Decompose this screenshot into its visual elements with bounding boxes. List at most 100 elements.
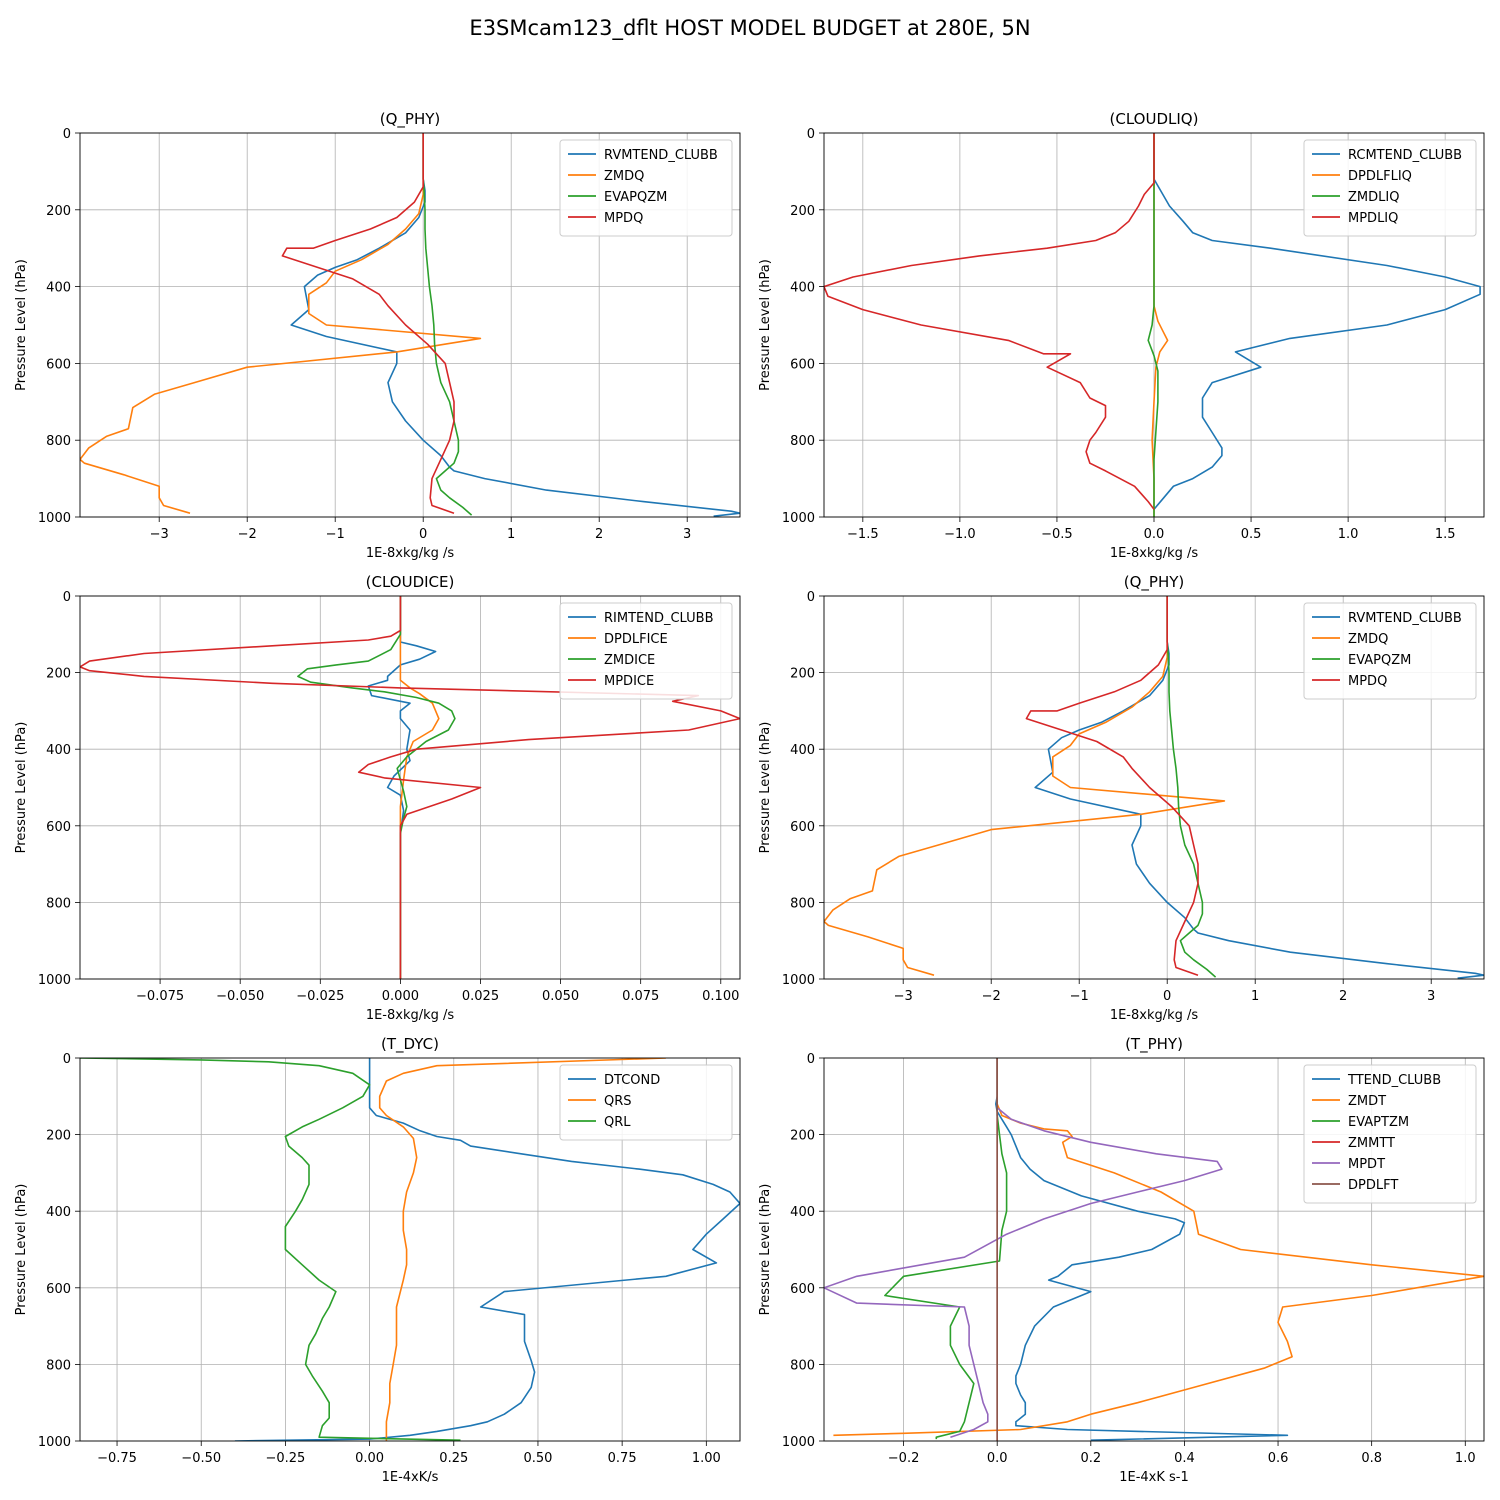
legend-label: RVMTEND_CLUBB — [1348, 611, 1462, 626]
x-tick-label: 1.00 — [692, 1451, 721, 1466]
legend-label: RCMTEND_CLUBB — [1348, 148, 1462, 163]
series-line-zmdt — [833, 1058, 1484, 1437]
y-tick-label: 800 — [790, 896, 815, 911]
series-line-zmdice — [297, 596, 456, 979]
x-axis-label: 1E-8xkg/kg /s — [366, 546, 455, 561]
y-tick-label: 800 — [790, 434, 815, 449]
x-tick-label: 0.00 — [355, 1451, 384, 1466]
y-axis-label: Pressure Level (hPa) — [14, 259, 29, 391]
y-tick-label: 600 — [790, 1282, 815, 1297]
x-axis-label: 1E-8xkg/kg /s — [1110, 1008, 1199, 1023]
y-tick-label: 0 — [807, 590, 815, 605]
y-axis-label: Pressure Level (hPa) — [14, 1184, 29, 1316]
x-tick-label: −0.50 — [181, 1451, 221, 1466]
x-tick-label: −3 — [150, 527, 169, 542]
y-tick-label: 1000 — [782, 511, 815, 526]
legend-label: MPDQ — [604, 211, 643, 226]
y-tick-label: 800 — [46, 1358, 71, 1373]
legend: RIMTEND_CLUBB DPDLFICE ZMDICE MPDICE — [559, 602, 733, 700]
series-group — [80, 596, 740, 979]
y-tick-label: 1000 — [782, 973, 815, 988]
axes-frame — [823, 1057, 1485, 1442]
y-axis-label: Pressure Level (hPa) — [758, 722, 773, 854]
x-tick-label: 3 — [683, 527, 691, 542]
x-tick-label: −1.5 — [847, 527, 879, 542]
y-tick-label: 200 — [790, 204, 815, 219]
legend-label: DTCOND — [604, 1073, 660, 1088]
y-tick-label: 400 — [790, 281, 815, 296]
y-axis-label: Pressure Level (hPa) — [14, 722, 29, 854]
legend-label: ZMDICE — [604, 653, 655, 668]
x-tick-label: −1 — [326, 527, 345, 542]
legend-label: ZMDQ — [1348, 632, 1388, 647]
series-line-evapqzm — [422, 133, 473, 516]
subplot-title: (T_PHY) — [1125, 1035, 1183, 1054]
x-tick-label: −0.075 — [136, 989, 184, 1004]
series-group — [80, 1058, 740, 1441]
legend-box — [1303, 139, 1477, 237]
legend-label: QRS — [604, 1094, 632, 1109]
legend: DTCOND QRS QRL — [559, 1064, 733, 1141]
series-line-evapqzm — [1166, 596, 1217, 978]
x-tick-label: 0.0 — [1144, 527, 1165, 542]
x-tick-label: 0.25 — [439, 1451, 468, 1466]
subplot-title: (Q_PHY) — [380, 110, 441, 129]
x-tick-label: 0.050 — [542, 989, 579, 1004]
subplot-2: −1.5 −1.0 −0.5 0.0 0.5 1.0 1.5 0 200 400 600 800 100… — [758, 110, 1485, 561]
figure-title: E3SMcam123_dflt HOST MODEL BUDGET at 280… — [469, 16, 1031, 40]
legend-box — [559, 139, 733, 237]
legend-label: DPDLFT — [1348, 1178, 1398, 1193]
series-line-evaptzm — [884, 1058, 1008, 1440]
x-tick-label: 0.50 — [523, 1451, 552, 1466]
subplot-3: −0.075 −0.050 −0.025 0.000 0.025 0.050 0.075 0.… — [14, 573, 741, 1023]
axes-frame — [823, 595, 1485, 980]
legend-label: DPDLFLIQ — [1348, 169, 1412, 184]
x-tick-label: 0.4 — [1174, 1451, 1195, 1466]
y-tick-label: 600 — [46, 820, 71, 835]
series-line-rcmtend-clubb — [1153, 133, 1481, 510]
series-line-ttend-clubb — [994, 1058, 1289, 1441]
y-tick-label: 600 — [790, 820, 815, 835]
series-line-zmdliq — [1147, 133, 1159, 517]
x-tick-label: 1.0 — [1455, 1451, 1476, 1466]
subplot-title: (Q_PHY) — [1124, 573, 1185, 592]
x-tick-label: 0 — [419, 527, 427, 542]
series-line-dtcond — [234, 1058, 740, 1441]
y-tick-label: 200 — [46, 667, 71, 682]
x-tick-label: 1.0 — [1338, 527, 1359, 542]
legend-label: DPDLFICE — [604, 632, 668, 647]
x-tick-label: 0.100 — [702, 989, 739, 1004]
series-line-dpdlfice — [399, 596, 440, 979]
x-axis-label: 1E-8xkg/kg /s — [1110, 546, 1199, 561]
series-group — [824, 133, 1481, 517]
series-line-mpdliq — [824, 133, 1155, 510]
x-axis-label: 1E-4xK/s — [382, 1470, 439, 1485]
legend: RVMTEND_CLUBB ZMDQ EVAPQZM MPDQ — [559, 139, 733, 237]
x-tick-label: −1 — [1070, 989, 1089, 1004]
x-tick-label: −0.050 — [216, 989, 264, 1004]
x-tick-label: 0.6 — [1268, 1451, 1289, 1466]
y-tick-label: 200 — [790, 1129, 815, 1144]
x-tick-label: 2 — [1339, 989, 1347, 1004]
y-tick-label: 400 — [46, 281, 71, 296]
x-tick-label: 0.000 — [382, 989, 419, 1004]
series-group — [824, 1058, 1484, 1441]
legend-label: ZMDQ — [604, 169, 644, 184]
x-axis-label: 1E-8xkg/kg /s — [366, 1008, 455, 1023]
y-tick-label: 600 — [790, 357, 815, 372]
x-tick-label: 0.75 — [608, 1451, 637, 1466]
x-tick-label: 0.025 — [462, 989, 499, 1004]
x-tick-label: 0.075 — [622, 989, 659, 1004]
y-tick-label: 600 — [46, 1282, 71, 1297]
x-tick-label: 0.5 — [1241, 527, 1262, 542]
y-tick-label: 200 — [46, 1129, 71, 1144]
legend-box — [559, 602, 733, 700]
y-tick-label: 0 — [807, 127, 815, 142]
y-tick-label: 400 — [790, 743, 815, 758]
x-axis-label: 1E-4xK s-1 — [1119, 1470, 1189, 1485]
series-line-mpdice — [80, 596, 740, 979]
legend: RVMTEND_CLUBB ZMDQ EVAPQZM MPDQ — [1303, 602, 1477, 700]
x-tick-label: 0.0 — [987, 1451, 1008, 1466]
axes-frame — [823, 132, 1485, 518]
legend-label: TTEND_CLUBB — [1347, 1073, 1441, 1088]
